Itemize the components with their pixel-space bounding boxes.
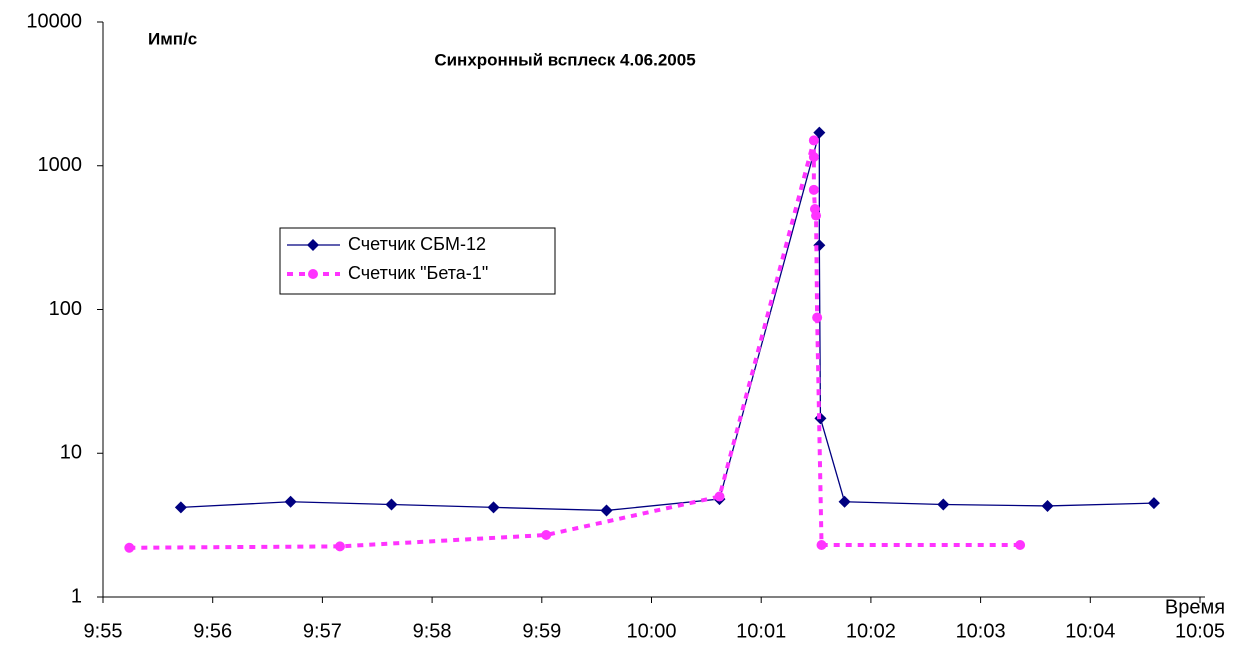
x-axis-label: Время	[1165, 596, 1225, 618]
y-tick-label: 10	[60, 442, 82, 464]
marker	[816, 540, 827, 551]
y-axis-label: Имп/с	[148, 29, 197, 48]
series-line	[180, 132, 1154, 512]
marker	[808, 184, 819, 195]
legend-marker	[308, 269, 318, 279]
marker	[714, 491, 725, 502]
marker	[812, 312, 823, 323]
x-tick-label: 9:59	[522, 620, 561, 642]
chart-title: Синхронный всплеск 4.06.2005	[434, 50, 695, 69]
y-tick-label: 100	[49, 298, 82, 320]
legend-box	[279, 227, 556, 295]
marker	[334, 541, 345, 552]
marker	[1147, 497, 1160, 510]
marker	[937, 498, 950, 511]
marker	[808, 135, 819, 146]
marker	[808, 152, 819, 163]
marker	[811, 210, 822, 221]
marker	[1015, 540, 1026, 551]
x-tick-label: 10:05	[1175, 620, 1225, 642]
marker	[385, 498, 398, 511]
y-tick-label: 10000	[26, 10, 82, 32]
marker	[813, 126, 826, 139]
series-line	[129, 139, 1021, 550]
x-tick-label: 9:56	[193, 620, 232, 642]
x-tick-label: 9:55	[84, 620, 123, 642]
marker	[600, 504, 613, 517]
marker	[1041, 499, 1054, 512]
marker	[284, 495, 297, 508]
x-tick-label: 10:00	[626, 620, 676, 642]
marker	[487, 501, 500, 514]
marker	[541, 529, 552, 540]
x-tick-label: 10:01	[736, 620, 786, 642]
x-tick-label: 10:04	[1065, 620, 1115, 642]
marker	[838, 495, 851, 508]
legend-marker	[307, 239, 319, 251]
x-tick-label: 10:02	[846, 620, 896, 642]
x-tick-label: 9:58	[413, 620, 452, 642]
legend-label: Счетчик "Бета-1"	[348, 263, 488, 283]
y-tick-label: 1	[71, 585, 82, 607]
marker	[124, 542, 135, 553]
marker	[174, 501, 187, 514]
x-tick-label: 9:57	[303, 620, 342, 642]
x-tick-label: 10:03	[956, 620, 1006, 642]
legend-label: Счетчик СБМ-12	[348, 234, 486, 254]
y-tick-label: 1000	[38, 154, 83, 176]
